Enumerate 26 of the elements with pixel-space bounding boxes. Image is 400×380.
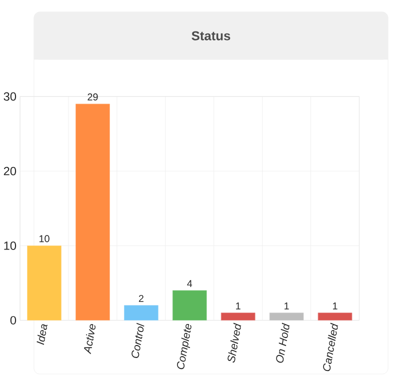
x-tick-label: Cancelled: [323, 322, 338, 372]
y-tick-label: 10: [4, 241, 16, 250]
bar: [318, 312, 352, 320]
x-tick-label: On Hold: [276, 322, 290, 363]
y-tick-label: 20: [4, 166, 16, 176]
data-label: 10: [40, 235, 50, 242]
x-tick-label: Control: [132, 322, 144, 358]
data-label: 29: [88, 93, 98, 100]
bar: [27, 245, 62, 320]
bar: [172, 290, 207, 320]
y-tick-label: 0: [10, 316, 16, 325]
bar: [269, 312, 304, 320]
data-label: 2: [138, 294, 144, 302]
y-tick-label: 30: [4, 92, 16, 101]
x-tick-label: Complete: [176, 324, 192, 370]
x-tick-label: Shelved: [228, 322, 242, 363]
data-label: 1: [333, 302, 338, 310]
data-label: 1: [284, 302, 289, 310]
chart-title: Status: [192, 31, 230, 40]
data-label: 4: [187, 280, 192, 287]
bar: [76, 104, 110, 320]
data-label: 1: [236, 302, 240, 310]
bar: [124, 305, 158, 320]
x-tick-label: Active: [84, 324, 96, 354]
bar: [220, 312, 256, 320]
x-tick-label: Idea: [36, 324, 48, 345]
